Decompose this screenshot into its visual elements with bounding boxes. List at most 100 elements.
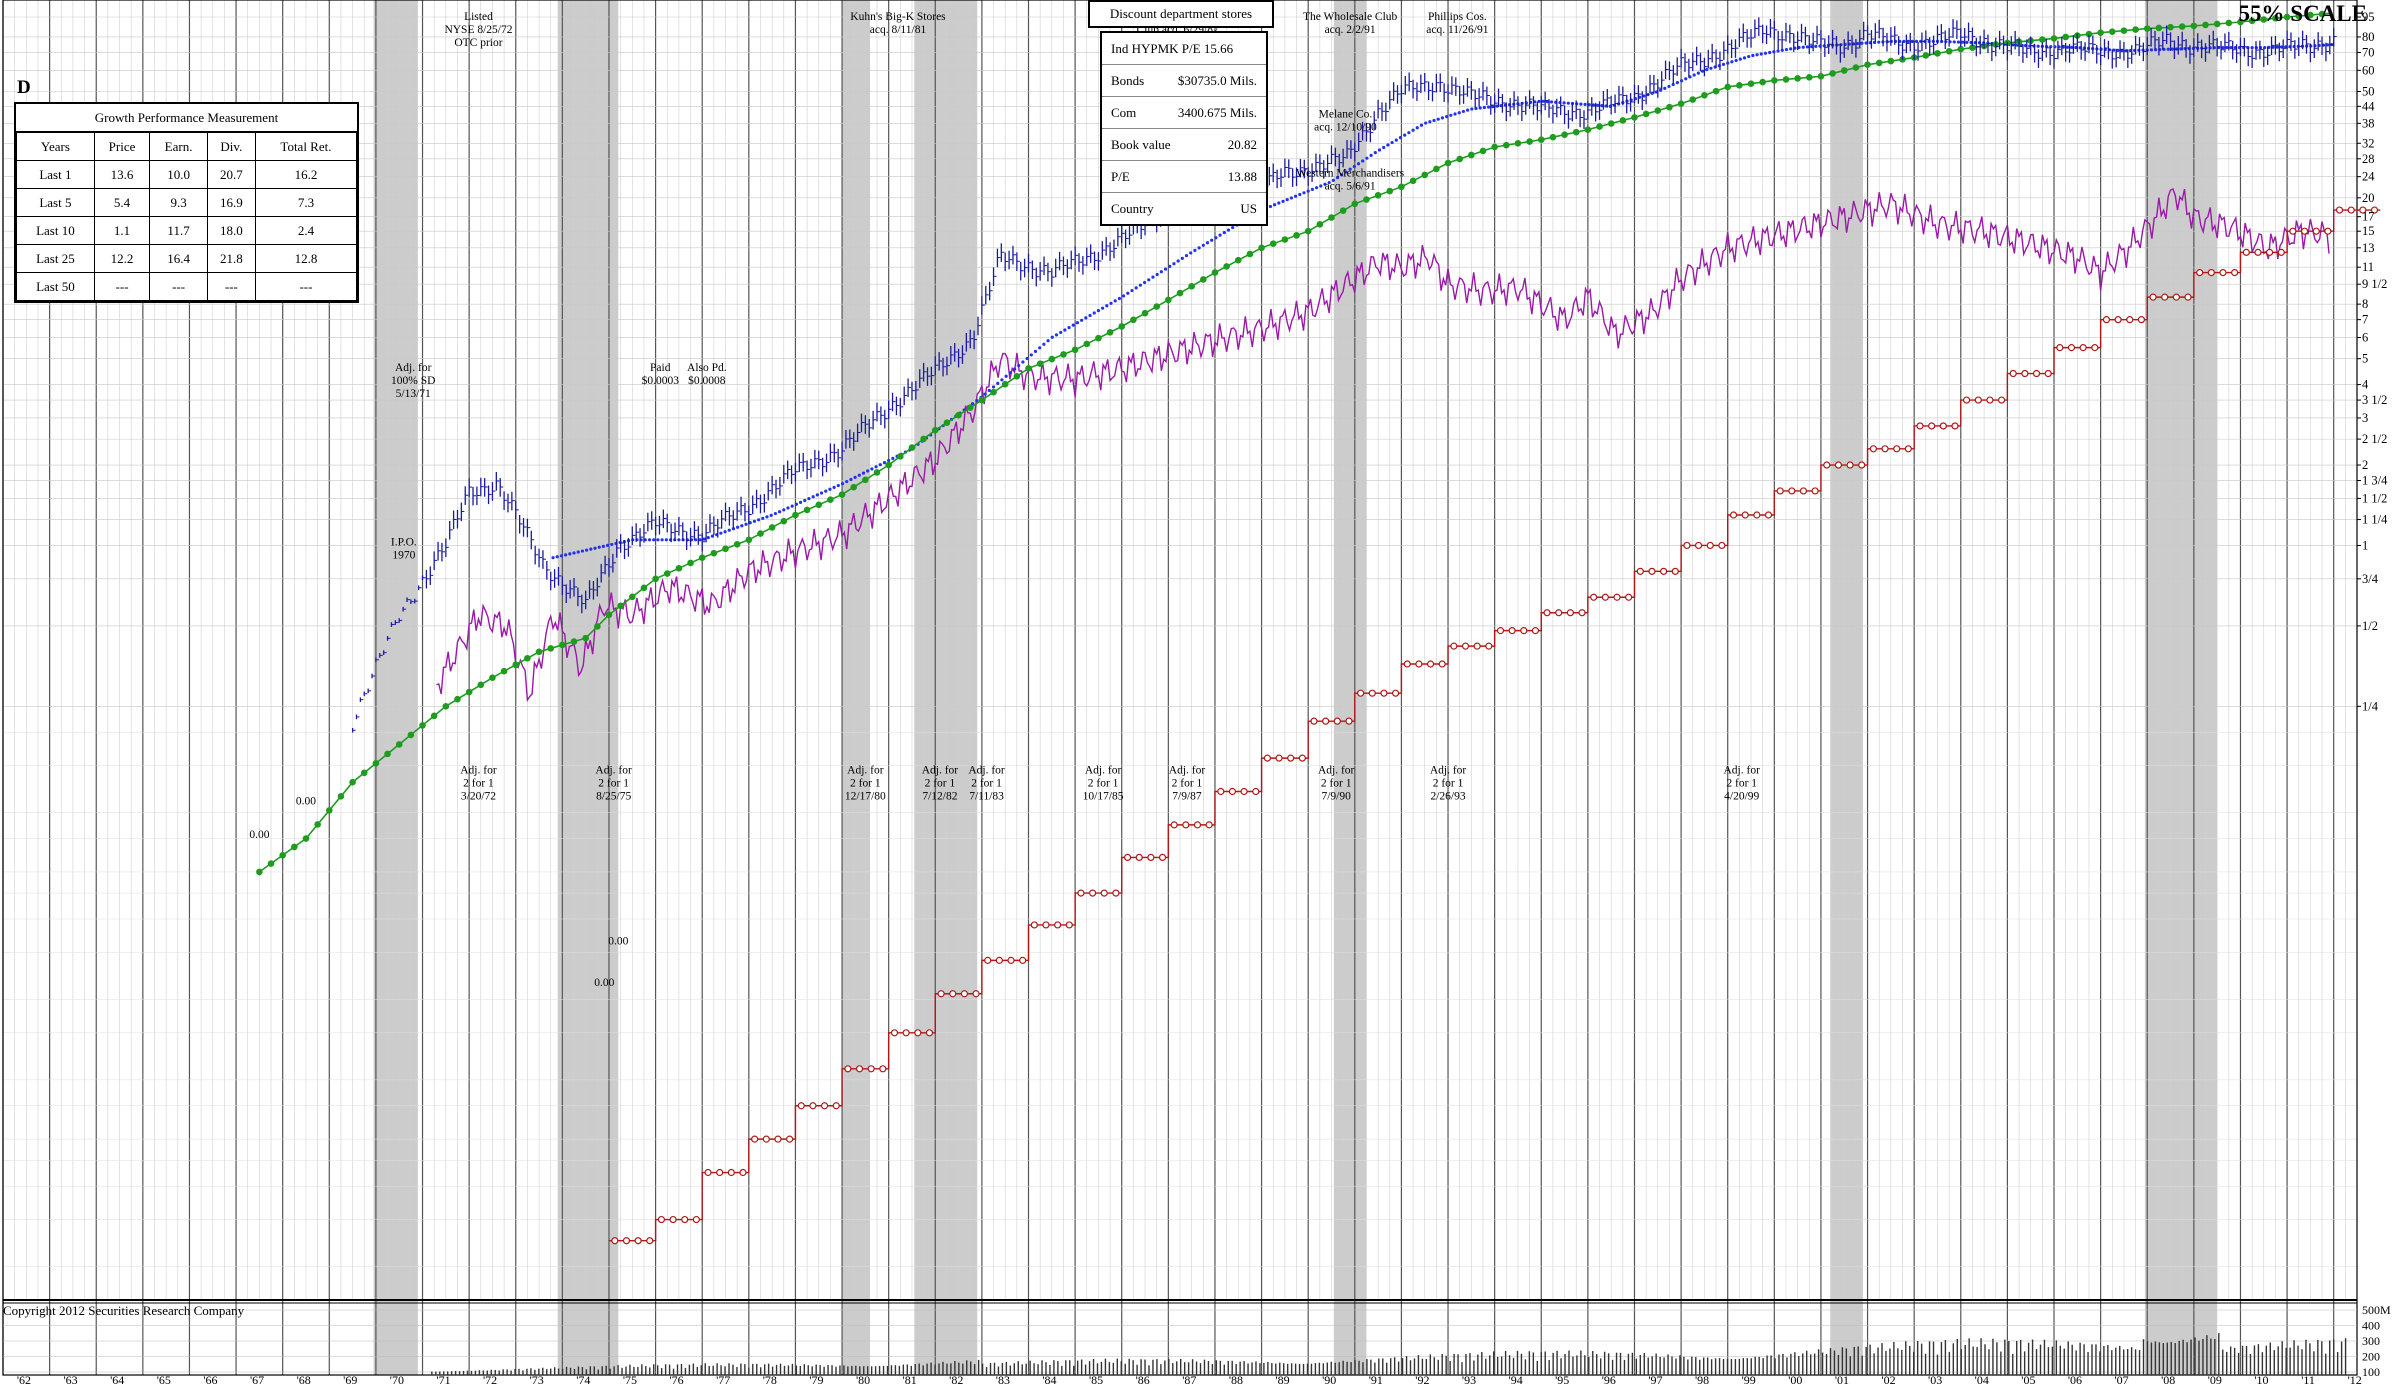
dividend-point [1555,609,1563,617]
moving-average-point [1961,40,1965,44]
dividend-point [1683,541,1691,550]
moving-average-point [1734,58,1738,63]
earnings-point [256,868,263,876]
earnings-point [1339,207,1347,214]
volume-tick-label: 500M [2362,1303,2391,1317]
earnings-point [1712,87,1720,95]
earnings-point [524,654,531,662]
moving-average-point [1314,186,1319,190]
earnings-point [267,860,275,867]
moving-average-point [1017,363,1021,368]
x-tick-label: '74 [576,1373,590,1387]
dividend-point [1345,717,1353,725]
dividend-point [820,1102,829,1110]
x-tick-label: '91 [1369,1373,1383,1387]
moving-average-point [1189,251,1193,255]
earnings-point [1922,52,1930,59]
earnings-point [442,703,450,710]
dividend-point [844,1065,852,1073]
moving-average-point [1231,225,1235,230]
earnings-point [722,545,729,553]
x-tick-label: '93 [1462,1373,1476,1387]
moving-average-point [589,547,593,551]
moving-average-point [866,469,870,473]
moving-average-point [1197,246,1201,250]
earnings-point [1409,177,1417,185]
y-tick-label: 44 [2362,99,2375,113]
dividend-point [1893,445,1901,453]
earnings-point [477,681,485,689]
moving-average-point [2326,43,2330,47]
x-tick-label: '80 [856,1373,870,1387]
annotation-text: 7/9/90 [1321,791,1351,803]
annotation-text: 2 for 1 [850,778,881,790]
annotation-text: 7/11/83 [969,791,1004,803]
x-tick-label: '96 [1602,1373,1616,1387]
moving-average-point [710,534,715,538]
annotation-text: 5/13/71 [396,388,431,400]
earnings-point [2085,30,2093,38]
dividend-point [1287,754,1295,762]
annotation-text: Western Merchandisers [1296,168,1404,180]
earnings-point [1829,70,1836,77]
recession-band [842,0,871,1375]
y-tick-label: 70 [2362,45,2375,59]
earnings-point [687,559,694,567]
earnings-point [1188,282,1195,290]
moving-average-point [551,556,555,560]
dividend-point [2091,344,2099,352]
dividend-point [1648,567,1656,575]
x-tick-label: '87 [1182,1373,1196,1387]
moving-average-point [2229,45,2233,50]
earnings-point [349,778,356,786]
annotation-text: 7/12/82 [922,791,957,803]
dividend-point [1543,609,1551,617]
moving-average-point [1092,311,1096,315]
moving-average-point [1856,41,1860,46]
value-label: 0.00 [594,977,614,989]
earnings-point [2143,25,2151,32]
earnings-point [897,453,904,460]
moving-average-point [1906,39,1910,43]
x-tick-label: '95 [1555,1373,1569,1387]
moving-average-point [568,552,572,556]
moving-average-point [1457,111,1461,115]
earnings-point [1502,141,1510,149]
dividend-point [1788,487,1796,495]
earnings-point [489,674,496,681]
recession-band [557,0,619,1375]
dividend-point [2324,227,2332,235]
scale-label: 55% SCALE [2238,1,2367,26]
stat-label: Book value [1111,137,1171,152]
earnings-point [1468,151,1475,159]
moving-average-point [1113,299,1117,303]
x-tick-label: '11 [2301,1373,2315,1387]
earnings-point [2178,23,2186,30]
x-tick-label: '90 [1322,1373,1336,1387]
y-tick-label: 38 [2362,116,2375,130]
x-tick-label: '69 [343,1373,357,1387]
y-tick-label: 1 1/4 [2362,513,2388,527]
y-tick-label: 1/2 [2362,619,2378,633]
annotation-text: 2 for 1 [1321,778,1352,790]
column-header: Price [93,132,151,161]
earnings-point [1689,96,1697,103]
table-row: Last 5 5.4 9.3 16.9 7.3 [16,188,358,217]
moving-average-point [1004,374,1008,378]
moving-average-point [765,515,769,519]
earnings-point [1421,171,1429,179]
annotation-text: Adj. for [1430,765,1467,777]
dividend-point [1298,754,1306,762]
y-tick-label: 7 [2362,313,2368,327]
moving-average-point [1549,100,1554,104]
earnings-point [1316,221,1324,228]
annotation-text: 2 for 1 [925,778,956,790]
earnings-point [2295,12,2303,20]
annotation-text: $0.0008 [688,374,726,387]
moving-average-point [1348,167,1352,171]
earnings-point [2097,29,2104,36]
x-tick-label: '06 [2068,1373,2082,1387]
annotation-text: Adj. for [460,765,497,777]
earnings-point [570,638,578,645]
moving-average-point [580,549,585,553]
